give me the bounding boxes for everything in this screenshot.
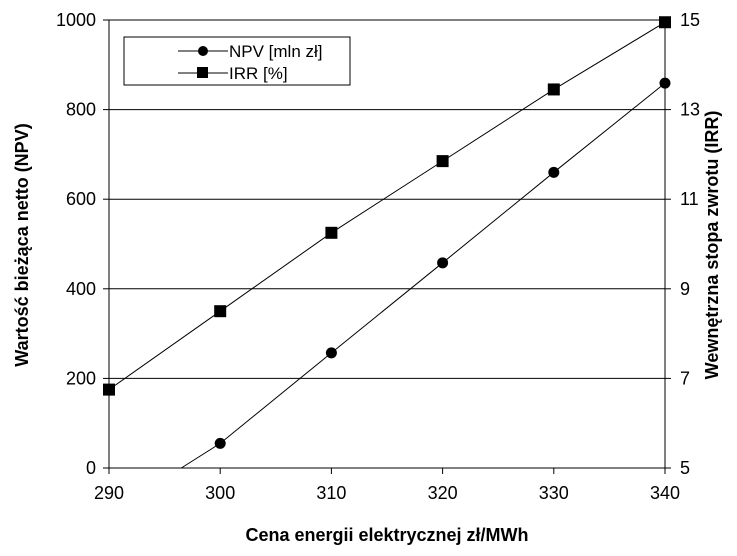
npv-point-2	[437, 257, 449, 269]
legend-box	[123, 36, 351, 86]
y-left-tick-label-5: 1000	[56, 10, 96, 30]
irr-point-1	[214, 305, 227, 318]
y-right-tick-label-1: 7	[680, 368, 690, 388]
x-tick-label-5: 340	[650, 483, 680, 503]
npv-point-0	[214, 437, 226, 449]
irr-point-0	[103, 383, 115, 396]
irr-series-line	[108, 21, 666, 391]
irr-point-3	[436, 155, 449, 168]
y-left-tick-label-0: 0	[86, 458, 96, 478]
legend-irr-marker	[197, 67, 208, 78]
y-axis-left-title: Wartość bieżąca netto (NPV)	[12, 123, 32, 366]
irr-point-5	[659, 16, 671, 29]
y-right-tick-label-5: 15	[680, 10, 700, 30]
y-left-tick-label-4: 800	[66, 100, 96, 120]
y-right-tick-label-4: 13	[680, 100, 700, 120]
axes-layer	[103, 19, 671, 474]
series-layer	[103, 16, 671, 469]
irr-point-2	[325, 226, 338, 239]
labels-layer: 0 200 400 600 800 1000 5 7 9 11 13 15 290 300 310 320 33…	[56, 10, 700, 503]
y-axis-right-title: Wewnętrzna stopa zwrotu (IRR)	[702, 111, 722, 380]
y-left-tick-label-1: 200	[66, 368, 96, 388]
npv-point-4	[659, 77, 671, 89]
x-tick-label-4: 330	[539, 483, 569, 503]
legend-irr-label: IRR [%]	[229, 64, 288, 83]
x-tick-label-3: 320	[428, 483, 458, 503]
npv-point-3	[548, 166, 560, 178]
y-right-tick-label-2: 9	[680, 279, 690, 299]
irr-point-4	[547, 83, 560, 96]
x-tick-label-2: 310	[316, 483, 346, 503]
legend-npv-label: NPV [mln zł]	[229, 42, 323, 61]
x-tick-label-1: 300	[205, 483, 235, 503]
y-left-tick-label-2: 400	[66, 279, 96, 299]
y-left-tick-label-3: 600	[66, 189, 96, 209]
y-right-tick-label-0: 5	[680, 458, 690, 478]
x-axis-title: Cena energii elektrycznej zł/MWh	[245, 525, 528, 545]
npv-series-line	[181, 82, 666, 469]
npv-point-1	[325, 347, 337, 359]
x-tick-label-0: 290	[94, 483, 124, 503]
y-right-tick-label-3: 11	[680, 189, 699, 209]
legend-npv-marker	[198, 46, 208, 56]
legend: NPV [mln zł] IRR [%]	[123, 36, 351, 86]
grid-layer	[109, 19, 665, 379]
